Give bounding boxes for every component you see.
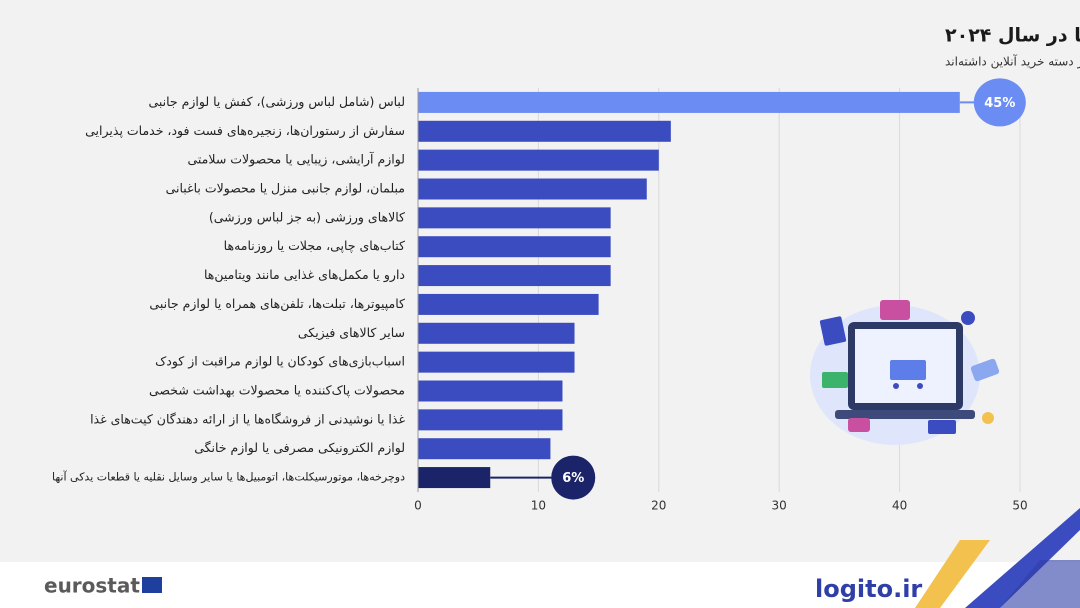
stripe [965,508,1080,608]
category-label: کتاب‌های چاپی، مجلات یا روزنامه‌ها [224,238,405,254]
category-label: لباس (شامل لباس ورزشی)، کفش یا لوازم جان… [148,94,405,110]
category-label: لوازم آرایشی، زیبایی یا محصولات سلامتی [187,152,405,168]
bar [418,91,960,113]
label-bubble [551,455,596,500]
value-label: 6% [562,471,584,486]
stripe [1000,560,1080,608]
bar [418,438,551,460]
x-tick-label: 30 [772,499,787,513]
cart-wheel [917,383,923,389]
bar [418,178,647,200]
category-label: مبلمان، لوازم جانبی منزل یا محصولات باغب… [166,181,405,197]
category-label: سفارش از رستوران‌ها، زنجیره‌های فست فود،… [85,123,405,139]
laptop-base [835,410,975,419]
category-label: کامپیوترها، تبلت‌ها، تلفن‌های همراه یا ل… [149,296,405,312]
category-label: محصولات پاک‌کننده یا محصولات بهداشت شخصی [149,383,405,399]
category-label: سایر کالاهای فیزیکی [298,325,405,341]
coin [982,412,994,424]
corner-decoration [915,508,1080,608]
bar [418,409,563,431]
x-tick-label: 10 [531,499,546,513]
card [819,316,847,346]
tag [970,358,1000,382]
category-label: دارو یا مکمل‌های غذایی مانند ویتامین‌ها [204,267,405,283]
stripe [915,540,990,608]
eu-flag [142,577,162,593]
x-tick-label: 20 [651,499,666,513]
category-label: دوچرخه‌ها، موتورسیکلت‌ها، اتومبیل‌ها یا … [52,470,405,484]
cart [890,360,926,380]
chart-subtitle: چند درصد از افرادی که در ۱۲ ماه ۲۰۲۴ از … [945,54,1080,70]
bar [418,149,659,171]
label-bubble [973,78,1026,127]
chart-title: خریدهای آنلاین کالا در اتحادیه اروپا در … [945,23,1080,47]
bar [418,120,671,142]
category-label: کالاهای ورزشی (به جز لباس ورزشی) [209,209,405,225]
source-logo: eurostat [44,574,140,598]
card [928,420,956,434]
bar [418,293,599,315]
bar [418,236,611,258]
bar [418,351,575,373]
x-tick-label: 50 [1012,499,1027,513]
basket [880,300,910,320]
percent-badge [961,311,975,325]
illustration [810,300,1000,445]
wallet [848,418,870,432]
bar [418,467,491,489]
brand-logo: logito.ir [815,575,922,603]
bar [418,265,611,287]
category-label: اسباب‌بازی‌های کودکان یا لوازم مراقبت از… [155,354,405,370]
category-label: لوازم الکترونیکی مصرفی یا لوازم خانگی [194,440,405,456]
cart-wheel [893,383,899,389]
bar [418,380,563,402]
cash [822,372,848,388]
x-tick-label: 0 [414,499,422,513]
bar [418,207,611,229]
value-label: 45% [984,96,1015,111]
x-tick-label: 40 [892,499,907,513]
plot: 0 10 20 30 40 50 لباس (شامل لباس ورزشی)، کفش ی… [52,78,1028,513]
category-label: غذا یا نوشیدنی از فروشگاه‌ها یا از ارائه… [90,411,405,427]
bar [418,322,575,344]
